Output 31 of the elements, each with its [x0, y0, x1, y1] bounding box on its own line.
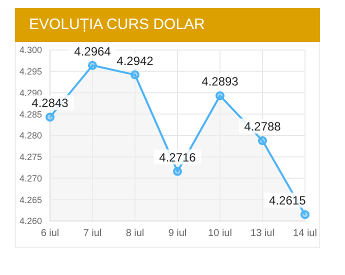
data-label: 4.2716	[159, 150, 196, 164]
y-tick-label: 4.290	[19, 88, 42, 98]
y-tick-label: 4.265	[19, 194, 42, 205]
point	[216, 91, 224, 100]
chart-title: EVOLUȚIA CURS DOLAR	[15, 8, 320, 42]
data-label: 4.2942	[116, 54, 154, 68]
x-tick-label: 8 iul	[126, 228, 144, 240]
point	[173, 166, 182, 176]
point	[46, 112, 54, 122]
y-tick-label: 4.260	[19, 216, 42, 226]
x-tick-label: 7 iul	[83, 228, 102, 240]
x-tick-label: 9 iul	[168, 228, 187, 240]
point	[88, 60, 97, 70]
y-tick-label: 4.275	[19, 152, 42, 162]
y-tick-label: 4.300	[19, 45, 42, 56]
y-tick-label: 4.285	[19, 109, 42, 120]
x-tick-label: 13 iul	[250, 228, 274, 240]
data-label: 4.2615	[269, 194, 306, 208]
x-tick-label: 14 iul	[293, 228, 317, 240]
data-label: 4.2964	[74, 44, 112, 58]
data-label: 4.2843	[32, 96, 69, 110]
y-tick-label: 4.280	[19, 130, 42, 141]
y-tick-label: 4.270	[19, 173, 42, 184]
data-label: 4.2893	[202, 74, 239, 89]
y-tick-label: 4.295	[19, 66, 42, 77]
data-label: 4.2788	[244, 120, 282, 134]
point	[300, 210, 310, 220]
point	[130, 70, 140, 80]
x-tick-label: 6 iul	[40, 228, 60, 240]
point	[258, 136, 267, 146]
x-tick-label: 10 iul	[208, 228, 232, 240]
